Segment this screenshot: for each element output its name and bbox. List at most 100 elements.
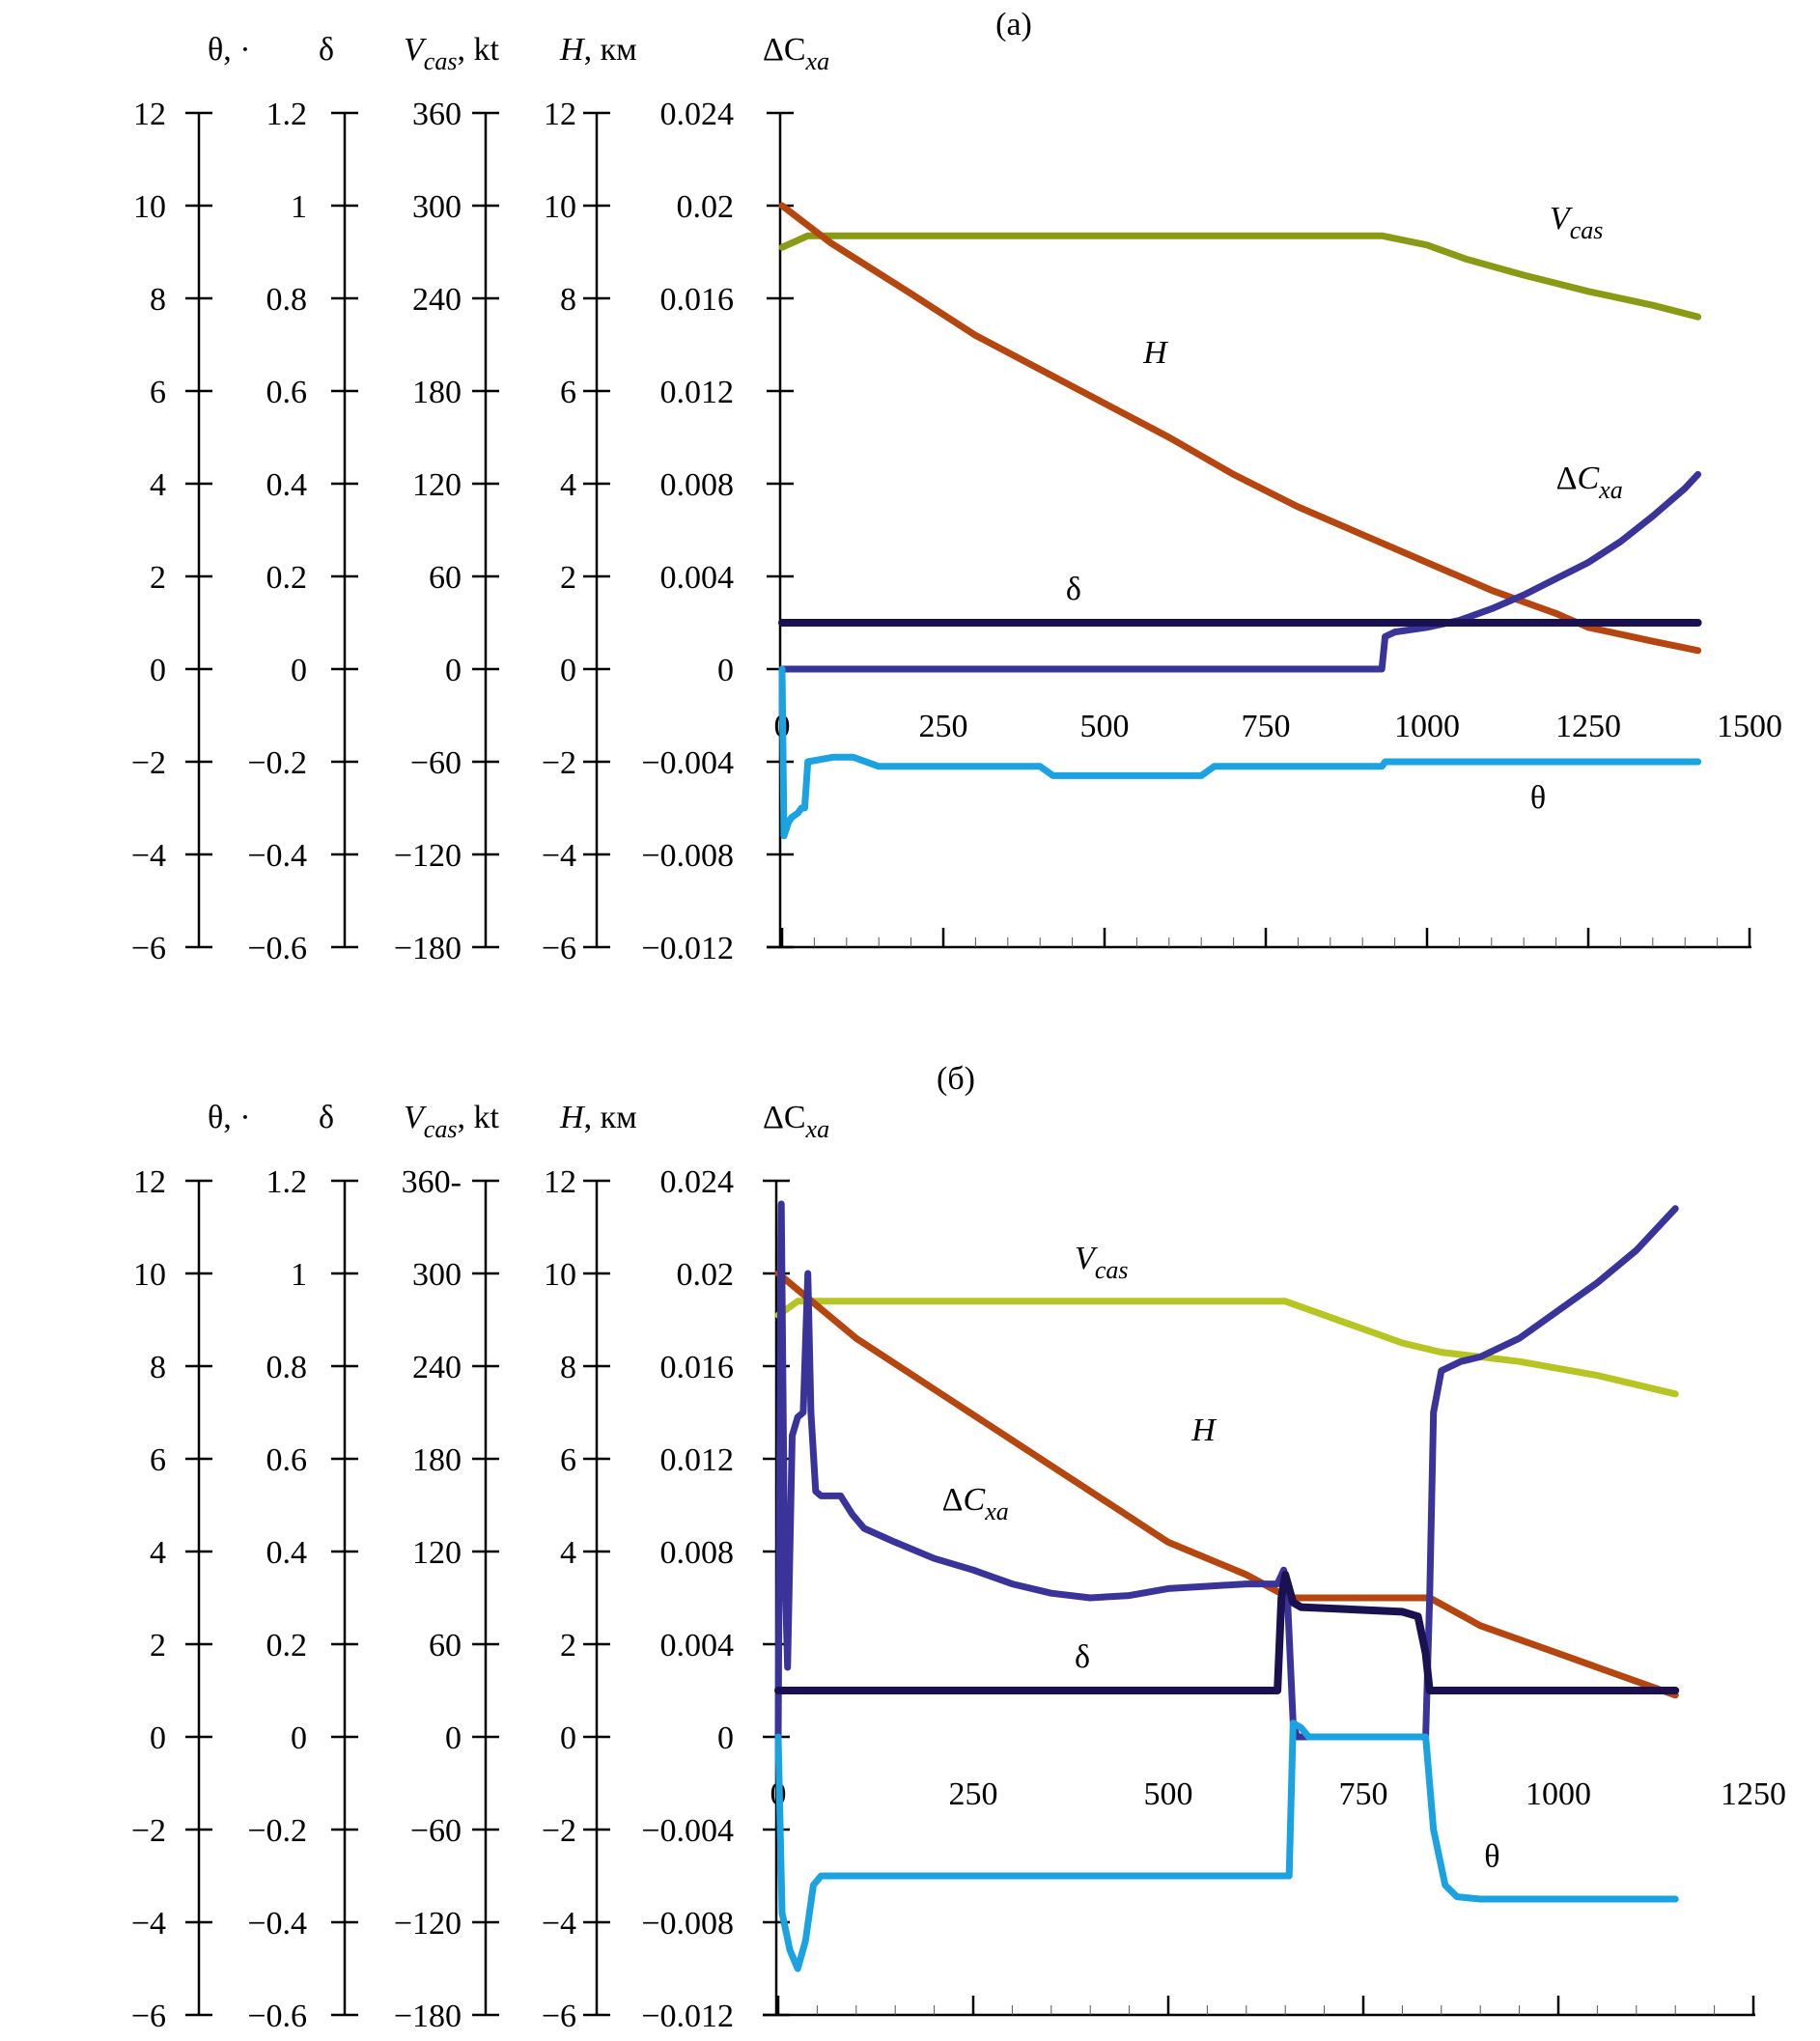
y-tick-label: −60 bbox=[410, 1813, 462, 1849]
y-tick-label: 0.2 bbox=[266, 560, 308, 596]
y-tick-label: −0.4 bbox=[247, 838, 307, 874]
y-tick-label: −0.012 bbox=[641, 1999, 734, 2034]
y-tick-label: 2 bbox=[150, 560, 166, 596]
series-label: δ bbox=[1075, 1639, 1090, 1675]
series-line-dcxa bbox=[774, 1200, 1679, 1741]
y-tick-label: −4 bbox=[131, 1906, 166, 1942]
y-tick-label: 6 bbox=[560, 1442, 576, 1478]
series-label: H bbox=[1190, 1412, 1218, 1448]
y-tick-label: −2 bbox=[131, 1813, 166, 1849]
y-tick-label: 60 bbox=[429, 1628, 462, 1664]
series-line-vcas bbox=[778, 232, 1702, 321]
panel-b: (б) θ, · δ Vcas, kt H, км ΔCxa 121086420−2−4… bbox=[131, 1061, 1786, 2034]
y-tick-label: 1 bbox=[291, 1257, 307, 1293]
x-tick-label: 1000 bbox=[1526, 1776, 1591, 1812]
series-line-theta bbox=[778, 665, 1702, 840]
y-tick-label: 0 bbox=[445, 653, 462, 688]
y-tick-label: 0.012 bbox=[660, 1442, 735, 1478]
y-tick-label: 0.6 bbox=[266, 375, 308, 410]
y-tick-label: 180 bbox=[412, 375, 462, 410]
panel-a: (a) θ, · δ Vcas, kt H, км ΔCxa 121086420−2−4… bbox=[131, 7, 1782, 966]
y-tick-label: −120 bbox=[394, 838, 462, 874]
y-tick-label: 0.024 bbox=[660, 97, 735, 132]
axis-title-delta: δ bbox=[319, 32, 334, 68]
axis-titles-b: θ, · δ Vcas, kt H, км ΔCxa bbox=[208, 1100, 829, 1143]
y-tick-label: 0.024 bbox=[660, 1164, 735, 1200]
y-tick-label: −0.012 bbox=[641, 931, 734, 966]
y-tick-label: −4 bbox=[542, 838, 576, 874]
y-tick-label: 6 bbox=[150, 375, 166, 410]
y-tick-label: 1.2 bbox=[266, 1164, 308, 1200]
y-tick-label: −0.008 bbox=[641, 838, 734, 874]
x-tick-label: 750 bbox=[1242, 709, 1291, 744]
y-tick-label: 8 bbox=[560, 282, 576, 318]
x-tick-label: 1000 bbox=[1394, 709, 1460, 744]
axis-title-theta: θ, · bbox=[208, 1100, 251, 1135]
y-tick-label: 10 bbox=[544, 1257, 576, 1293]
y-tick-label: 12 bbox=[133, 1164, 166, 1200]
y-tick-label: 0.004 bbox=[660, 1628, 735, 1664]
y-tick-label: −4 bbox=[542, 1906, 576, 1942]
y-tick-label: 180 bbox=[412, 1442, 462, 1478]
y-tick-label: 0.02 bbox=[677, 189, 735, 225]
y-tick-label: −0.2 bbox=[247, 745, 307, 781]
y-tick-label: 6 bbox=[150, 1442, 166, 1478]
annotations-b: Vcas H ΔCxa δ θ bbox=[942, 1241, 1500, 1874]
series-label: ΔCxa bbox=[942, 1482, 1009, 1525]
axis-title-delta: δ bbox=[319, 1100, 334, 1135]
y-tick-label: 12 bbox=[544, 1164, 576, 1200]
y-tick-label: 0.4 bbox=[266, 467, 308, 503]
panel-label-b: (б) bbox=[937, 1061, 975, 1097]
y-tick-label: 0 bbox=[717, 653, 734, 688]
series-label: θ bbox=[1484, 1838, 1499, 1874]
y-tick-label: 1 bbox=[291, 189, 307, 225]
left-axes-a: 12 10 8 6 4 2 0 −2 −4 −6 1.2 1 0.8 0.6 0.4 0.2 0 −0.2 −0.4… bbox=[131, 97, 734, 966]
y-tick-label: 0.6 bbox=[266, 1442, 308, 1478]
y-tick-label: 240 bbox=[412, 1350, 462, 1385]
y-tick-label: 4 bbox=[560, 1535, 576, 1571]
y-tick-label: 8 bbox=[560, 1350, 576, 1385]
y-tick-label: 0 bbox=[717, 1720, 734, 1756]
series-line-h bbox=[774, 1270, 1679, 1699]
x-tick-label: 1500 bbox=[1717, 709, 1782, 744]
series-line-delta bbox=[774, 1571, 1680, 1694]
x-tick-label: 500 bbox=[1080, 709, 1130, 744]
y-tick-label: 4 bbox=[150, 1535, 166, 1571]
series-line-vcas bbox=[774, 1298, 1679, 1398]
y-tick-label: 360 bbox=[412, 97, 462, 132]
y-tick-label: −6 bbox=[542, 1999, 576, 2034]
axis-title-theta: θ, · bbox=[208, 32, 251, 68]
y-tick-label: 4 bbox=[150, 467, 166, 503]
y-tick-label: −0.6 bbox=[247, 1999, 307, 2034]
y-tick-label: −2 bbox=[131, 745, 166, 781]
y-tick-label: −0.6 bbox=[247, 931, 307, 966]
y-tick-label: 0.008 bbox=[660, 1535, 735, 1571]
y-tick-label: 4 bbox=[560, 467, 576, 503]
main-axes-b: 0 250 500 750 1000 1250 bbox=[763, 1179, 1786, 2017]
series-line-dcxa bbox=[778, 470, 1702, 673]
y-tick-label: 120 bbox=[412, 1535, 462, 1571]
x-tick-label: 250 bbox=[919, 709, 968, 744]
y-tick-label: −6 bbox=[131, 931, 166, 966]
y-tick-label: −0.4 bbox=[247, 1906, 307, 1942]
series-label: θ bbox=[1530, 780, 1546, 816]
y-tick-label: 300 bbox=[412, 1257, 462, 1293]
panel-label-a: (a) bbox=[995, 7, 1032, 42]
y-tick-label: 0 bbox=[560, 653, 576, 688]
y-tick-label: −0.004 bbox=[641, 745, 734, 781]
y-tick-label: 0.016 bbox=[660, 1350, 735, 1385]
y-tick-label: 10 bbox=[133, 189, 166, 225]
y-tick-label: 0.2 bbox=[266, 1628, 308, 1664]
y-tick-label: 8 bbox=[150, 282, 166, 318]
series-line-theta bbox=[774, 1719, 1679, 1972]
y-tick-label: 0.016 bbox=[660, 282, 735, 318]
y-tick-label: 0 bbox=[445, 1720, 462, 1756]
y-tick-label: 8 bbox=[150, 1350, 166, 1385]
y-tick-label: −0.2 bbox=[247, 1813, 307, 1849]
x-tick-label: 1250 bbox=[1555, 709, 1621, 744]
y-tick-label: 6 bbox=[560, 375, 576, 410]
y-tick-label: 0.02 bbox=[677, 1257, 735, 1293]
y-tick-label: 10 bbox=[544, 189, 576, 225]
series-label: ΔCxa bbox=[1556, 461, 1623, 504]
